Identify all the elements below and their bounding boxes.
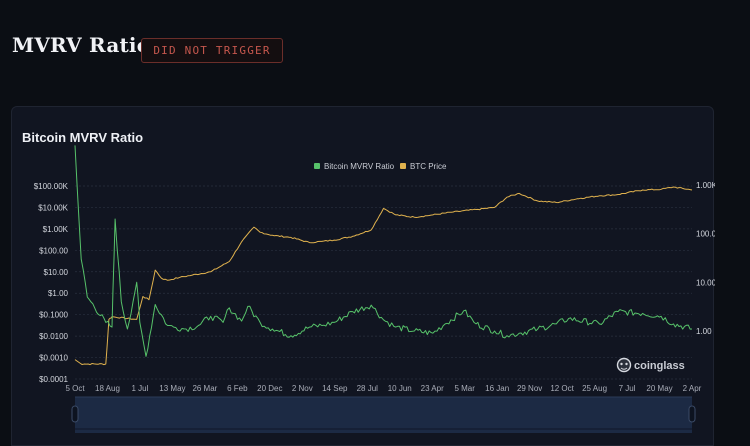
legend[interactable]: Bitcoin MVRV Ratio BTC Price <box>314 162 447 171</box>
range-navigator[interactable] <box>71 396 696 433</box>
y-left-tick-label: $1.00 <box>48 289 69 298</box>
y-left-tick-label: $0.0100 <box>39 332 68 341</box>
x-tick-label: 2 Apr <box>683 384 702 393</box>
x-tick-label: 10 Jun <box>388 384 412 393</box>
grid-lines <box>75 185 692 380</box>
legend-swatch-btc-price <box>400 163 406 169</box>
x-tick-label: 23 Apr <box>421 384 444 393</box>
y-left-tick-label: $100.00K <box>34 182 69 191</box>
x-tick-label: 5 Mar <box>454 384 475 393</box>
x-axis: 5 Oct 18 Aug 1 Jul 13 May 26 Mar 6 Feb 20 Dec 2… <box>65 384 701 393</box>
x-tick-label: 2 Nov <box>292 384 313 393</box>
x-tick-label: 12 Oct <box>550 384 574 393</box>
x-tick-label: 14 Sep <box>322 384 348 393</box>
x-tick-label: 13 May <box>159 384 185 393</box>
y-right-tick-label: 10.00 <box>696 278 715 287</box>
y-left-tick-label: $10.00 <box>44 268 69 277</box>
legend-swatch-mvrv <box>314 163 320 169</box>
watermark-label: coinglass <box>634 360 685 372</box>
coinglass-logo-icon <box>616 357 632 373</box>
x-tick-label: 20 May <box>646 384 672 393</box>
navigator-handle-right[interactable] <box>688 405 696 423</box>
x-tick-label: 29 Nov <box>517 384 542 393</box>
x-tick-label: 25 Aug <box>582 384 607 393</box>
y-left-tick-label: $100.00 <box>39 246 68 255</box>
navigator-handle-left[interactable] <box>71 405 79 423</box>
x-tick-label: 7 Jul <box>619 384 636 393</box>
y-left-tick-label: $1.00K <box>43 225 69 234</box>
x-tick-label: 6 Feb <box>227 384 248 393</box>
x-tick-label: 5 Oct <box>65 384 85 393</box>
series-layer <box>74 145 693 366</box>
navigator-selection[interactable] <box>75 397 692 433</box>
y-left-tick-label: $0.0001 <box>39 375 68 384</box>
y-left-tick-label: $0.1000 <box>39 311 68 320</box>
x-tick-label: 18 Aug <box>95 384 120 393</box>
y-right-tick-label: 100.00 <box>696 230 715 239</box>
x-tick-label: 28 Jul <box>357 384 379 393</box>
mvrv-ratio-line[interactable] <box>74 145 693 357</box>
status-badge: DID NOT TRIGGER <box>141 38 283 63</box>
x-tick-label: 26 Mar <box>192 384 217 393</box>
y-axis-left: $100.00K $10.00K $1.00K $100.00 $10.00 $1.00 $… <box>34 182 69 384</box>
legend-label-mvrv[interactable]: Bitcoin MVRV Ratio <box>324 162 395 171</box>
x-tick-label: 1 Jul <box>131 384 148 393</box>
page-title: MVRV Ratio <box>12 33 151 57</box>
mvrv-chart: Bitcoin MVRV Ratio BTC Price $100.00K$10… <box>34 145 715 433</box>
chart-card: Bitcoin MVRV Ratio Bitcoin MVRV Ratio BT… <box>11 106 715 446</box>
y-right-tick-label: 1.00 <box>696 327 712 336</box>
coinglass-watermark: coinglass <box>616 357 685 373</box>
x-tick-label: 16 Jan <box>485 384 509 393</box>
btc-price-line[interactable] <box>74 186 693 366</box>
y-left-tick-label: $0.0010 <box>39 354 68 363</box>
x-tick-label: 20 Dec <box>257 384 282 393</box>
chart-title: Bitcoin MVRV Ratio <box>22 130 144 145</box>
y-right-tick-label: 1.00K <box>696 181 715 190</box>
y-left-tick-label: $10.00K <box>38 203 68 212</box>
y-axis-right: 1.00K 100.00 10.00 1.00 <box>696 181 715 336</box>
legend-label-btc-price[interactable]: BTC Price <box>410 162 447 171</box>
